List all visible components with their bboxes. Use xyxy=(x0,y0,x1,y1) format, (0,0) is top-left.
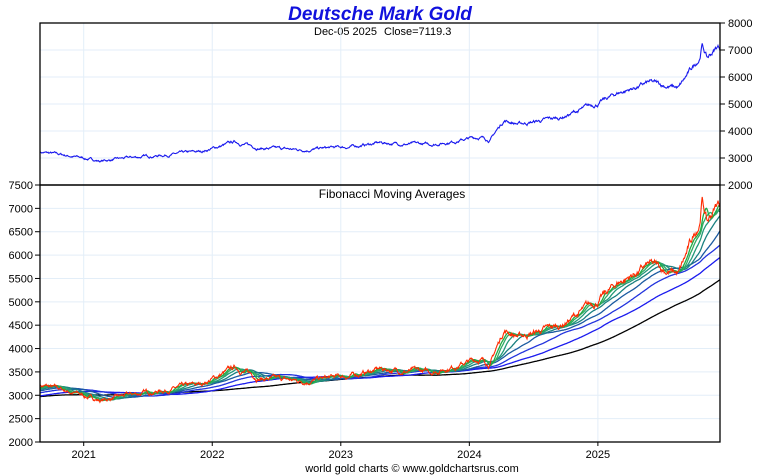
upper-y-axis: 8000 7000 6000 5000 4000 3000 2000 xyxy=(720,18,752,192)
upper-y-tick-label: 2000 xyxy=(728,180,752,192)
chart-title: Deutsche Mark Gold xyxy=(288,4,472,25)
upper-y-tick-label: 6000 xyxy=(728,72,752,84)
x-tick-label: 2024 xyxy=(457,449,481,461)
upper-y-tick-label: 7000 xyxy=(728,45,752,57)
lower-panel-title: Fibonacci Moving Averages xyxy=(319,187,466,201)
lower-panel-frame xyxy=(39,184,721,443)
x-tick-label: 2025 xyxy=(586,449,610,461)
lower-y-tick-label: 3000 xyxy=(9,390,33,402)
x-tick-label: 2023 xyxy=(329,449,353,461)
footer-credit: world gold charts © www.goldchartsrus.co… xyxy=(304,463,519,475)
x-tick-label: 2022 xyxy=(200,449,224,461)
upper-panel-grid xyxy=(40,23,720,185)
lower-y-tick-label: 5000 xyxy=(9,297,33,309)
x-tick-label: 2021 xyxy=(71,449,95,461)
upper-y-tick-label: 4000 xyxy=(728,126,752,138)
upper-y-tick-label: 8000 xyxy=(728,18,752,30)
series-line-ma-89 xyxy=(39,244,721,397)
close-price-line xyxy=(39,43,721,163)
lower-panel-grid xyxy=(40,185,720,442)
series-line-ma-233 xyxy=(39,279,721,398)
subtitle-close: Close=7119.3 xyxy=(384,26,451,38)
lower-y-tick-label: 3500 xyxy=(9,367,33,379)
x-axis: 2021 2022 2023 2024 2025 xyxy=(71,442,610,461)
lower-y-tick-label: 6500 xyxy=(9,227,33,239)
lower-y-tick-label: 7500 xyxy=(9,180,33,192)
lower-y-tick-label: 4500 xyxy=(9,320,33,332)
lower-y-tick-label: 2500 xyxy=(9,414,33,426)
lower-y-axis: 7500 7000 6500 6000 5500 5000 4500 4000 3500 3000… xyxy=(9,180,40,449)
upper-y-tick-label: 5000 xyxy=(728,99,752,111)
lower-y-tick-label: 5500 xyxy=(9,273,33,285)
subtitle-date: Dec-05 2025 xyxy=(314,26,377,38)
upper-y-tick-label: 3000 xyxy=(728,153,752,165)
upper-panel-lines xyxy=(39,43,721,163)
lower-y-tick-label: 6000 xyxy=(9,250,33,262)
lower-panel-lines xyxy=(39,196,721,404)
lower-y-tick-label: 7000 xyxy=(9,203,33,215)
lower-y-tick-label: 2000 xyxy=(9,437,33,449)
lower-y-tick-label: 4000 xyxy=(9,344,33,356)
series-line-price xyxy=(39,196,721,404)
